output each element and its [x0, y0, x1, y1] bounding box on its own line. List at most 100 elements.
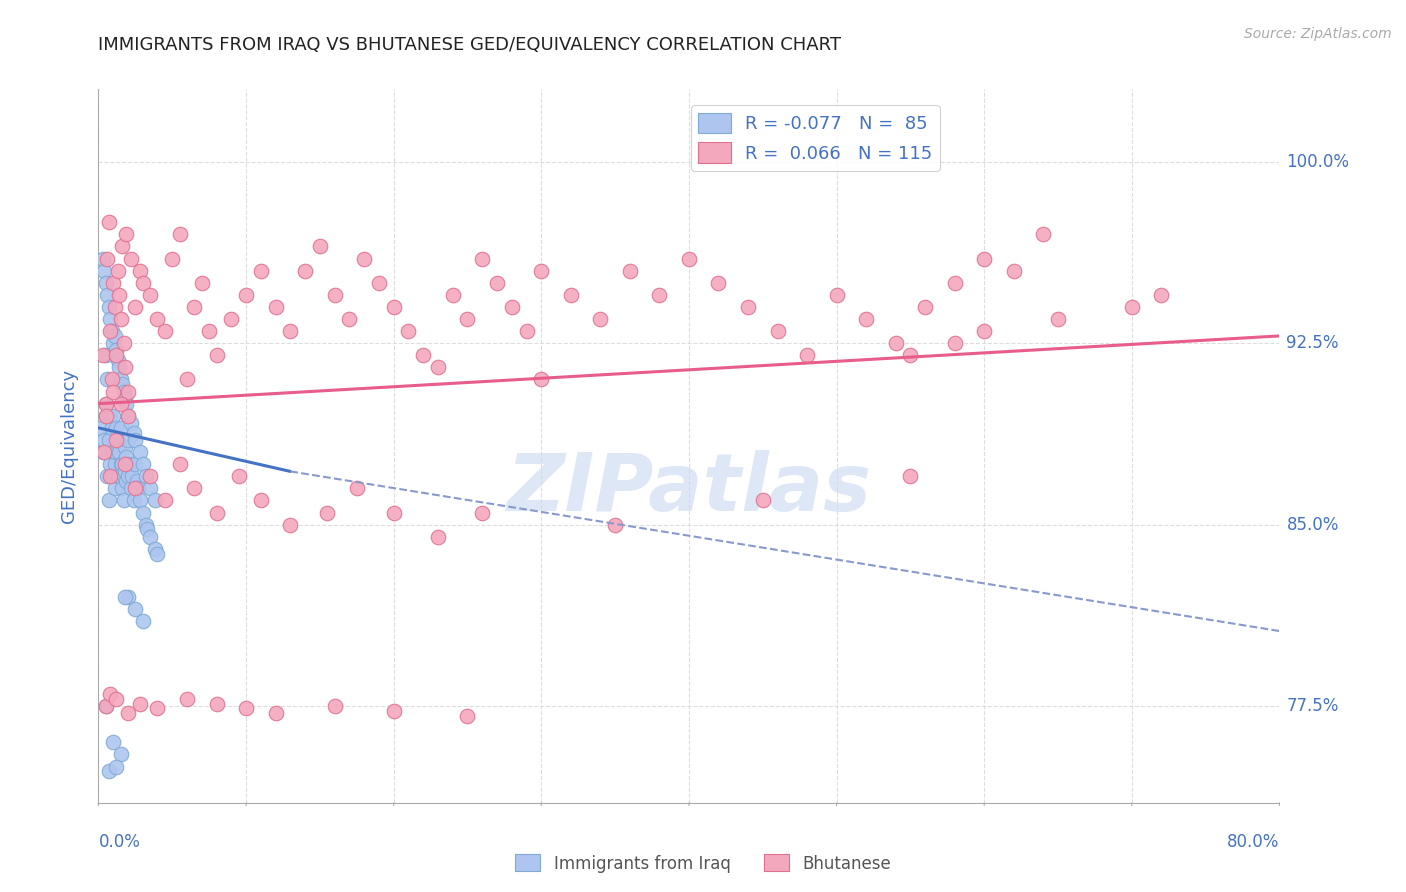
Point — [183, 300, 205, 314]
Point — [111, 377, 134, 392]
Text: IMMIGRANTS FROM IRAQ VS BHUTANESE GED/EQUIVALENCY CORRELATION CHART: IMMIGRANTS FROM IRAQ VS BHUTANESE GED/EQ… — [98, 36, 841, 54]
Point — [943, 336, 966, 351]
Point — [110, 312, 132, 326]
Point — [589, 312, 612, 326]
Point — [751, 493, 773, 508]
Point — [94, 699, 117, 714]
Point — [115, 397, 138, 411]
Point — [103, 336, 125, 351]
Text: 85.0%: 85.0% — [1286, 516, 1339, 533]
Point — [128, 445, 150, 459]
Point — [900, 469, 922, 483]
Point — [219, 312, 242, 326]
Point — [105, 343, 128, 358]
Point — [110, 397, 132, 411]
Point — [346, 481, 368, 495]
Point — [94, 276, 117, 290]
Point — [169, 227, 191, 242]
Point — [105, 691, 128, 706]
Point — [382, 300, 405, 314]
Point — [107, 433, 129, 447]
Point — [100, 324, 122, 338]
Point — [91, 252, 114, 266]
Point — [884, 336, 907, 351]
Point — [91, 348, 114, 362]
Point — [104, 329, 127, 343]
Point — [98, 469, 121, 483]
Point — [110, 372, 132, 386]
Point — [294, 263, 316, 277]
Point — [107, 469, 129, 483]
Point — [128, 263, 150, 277]
Point — [97, 300, 120, 314]
Point — [136, 523, 159, 537]
Text: 77.5%: 77.5% — [1286, 697, 1339, 715]
Point — [456, 708, 478, 723]
Point — [111, 481, 134, 495]
Point — [560, 288, 582, 302]
Point — [104, 300, 127, 314]
Point — [855, 312, 877, 326]
Point — [91, 445, 114, 459]
Point — [112, 336, 135, 351]
Point — [124, 481, 146, 495]
Point — [278, 324, 302, 338]
Point — [139, 288, 162, 302]
Point — [93, 433, 115, 447]
Point — [441, 288, 464, 302]
Point — [530, 372, 553, 386]
Point — [605, 517, 627, 532]
Point — [515, 324, 537, 338]
Point — [120, 416, 142, 430]
Point — [108, 469, 131, 483]
Point — [93, 263, 115, 277]
Point — [128, 493, 150, 508]
Point — [103, 409, 125, 423]
Point — [648, 288, 671, 302]
Point — [323, 699, 346, 714]
Point — [825, 288, 848, 302]
Point — [103, 445, 125, 459]
Point — [191, 276, 214, 290]
Point — [125, 474, 148, 488]
Point — [412, 348, 434, 362]
Point — [132, 615, 155, 629]
Point — [316, 506, 339, 520]
Point — [117, 384, 139, 399]
Point — [104, 457, 127, 471]
Point — [117, 409, 139, 423]
Point — [114, 457, 136, 471]
Point — [98, 457, 121, 471]
Point — [309, 239, 332, 253]
Point — [250, 263, 273, 277]
Point — [176, 372, 198, 386]
Point — [766, 324, 789, 338]
Point — [796, 348, 818, 362]
Point — [96, 372, 118, 386]
Point — [143, 493, 166, 508]
Point — [1046, 312, 1069, 326]
Point — [471, 506, 494, 520]
Text: 0.0%: 0.0% — [98, 833, 141, 851]
Point — [117, 433, 139, 447]
Point — [121, 469, 143, 483]
Point — [111, 457, 134, 471]
Point — [250, 493, 273, 508]
Point — [115, 227, 138, 242]
Point — [176, 691, 198, 706]
Point — [114, 440, 136, 454]
Point — [146, 312, 169, 326]
Point — [112, 469, 135, 483]
Y-axis label: GED/Equivalency: GED/Equivalency — [59, 369, 77, 523]
Point — [228, 469, 250, 483]
Point — [235, 288, 257, 302]
Point — [530, 263, 553, 277]
Point — [139, 481, 162, 495]
Point — [98, 312, 121, 326]
Point — [114, 590, 136, 604]
Point — [120, 252, 142, 266]
Point — [382, 506, 405, 520]
Point — [96, 469, 118, 483]
Point — [127, 481, 149, 495]
Point — [900, 348, 922, 362]
